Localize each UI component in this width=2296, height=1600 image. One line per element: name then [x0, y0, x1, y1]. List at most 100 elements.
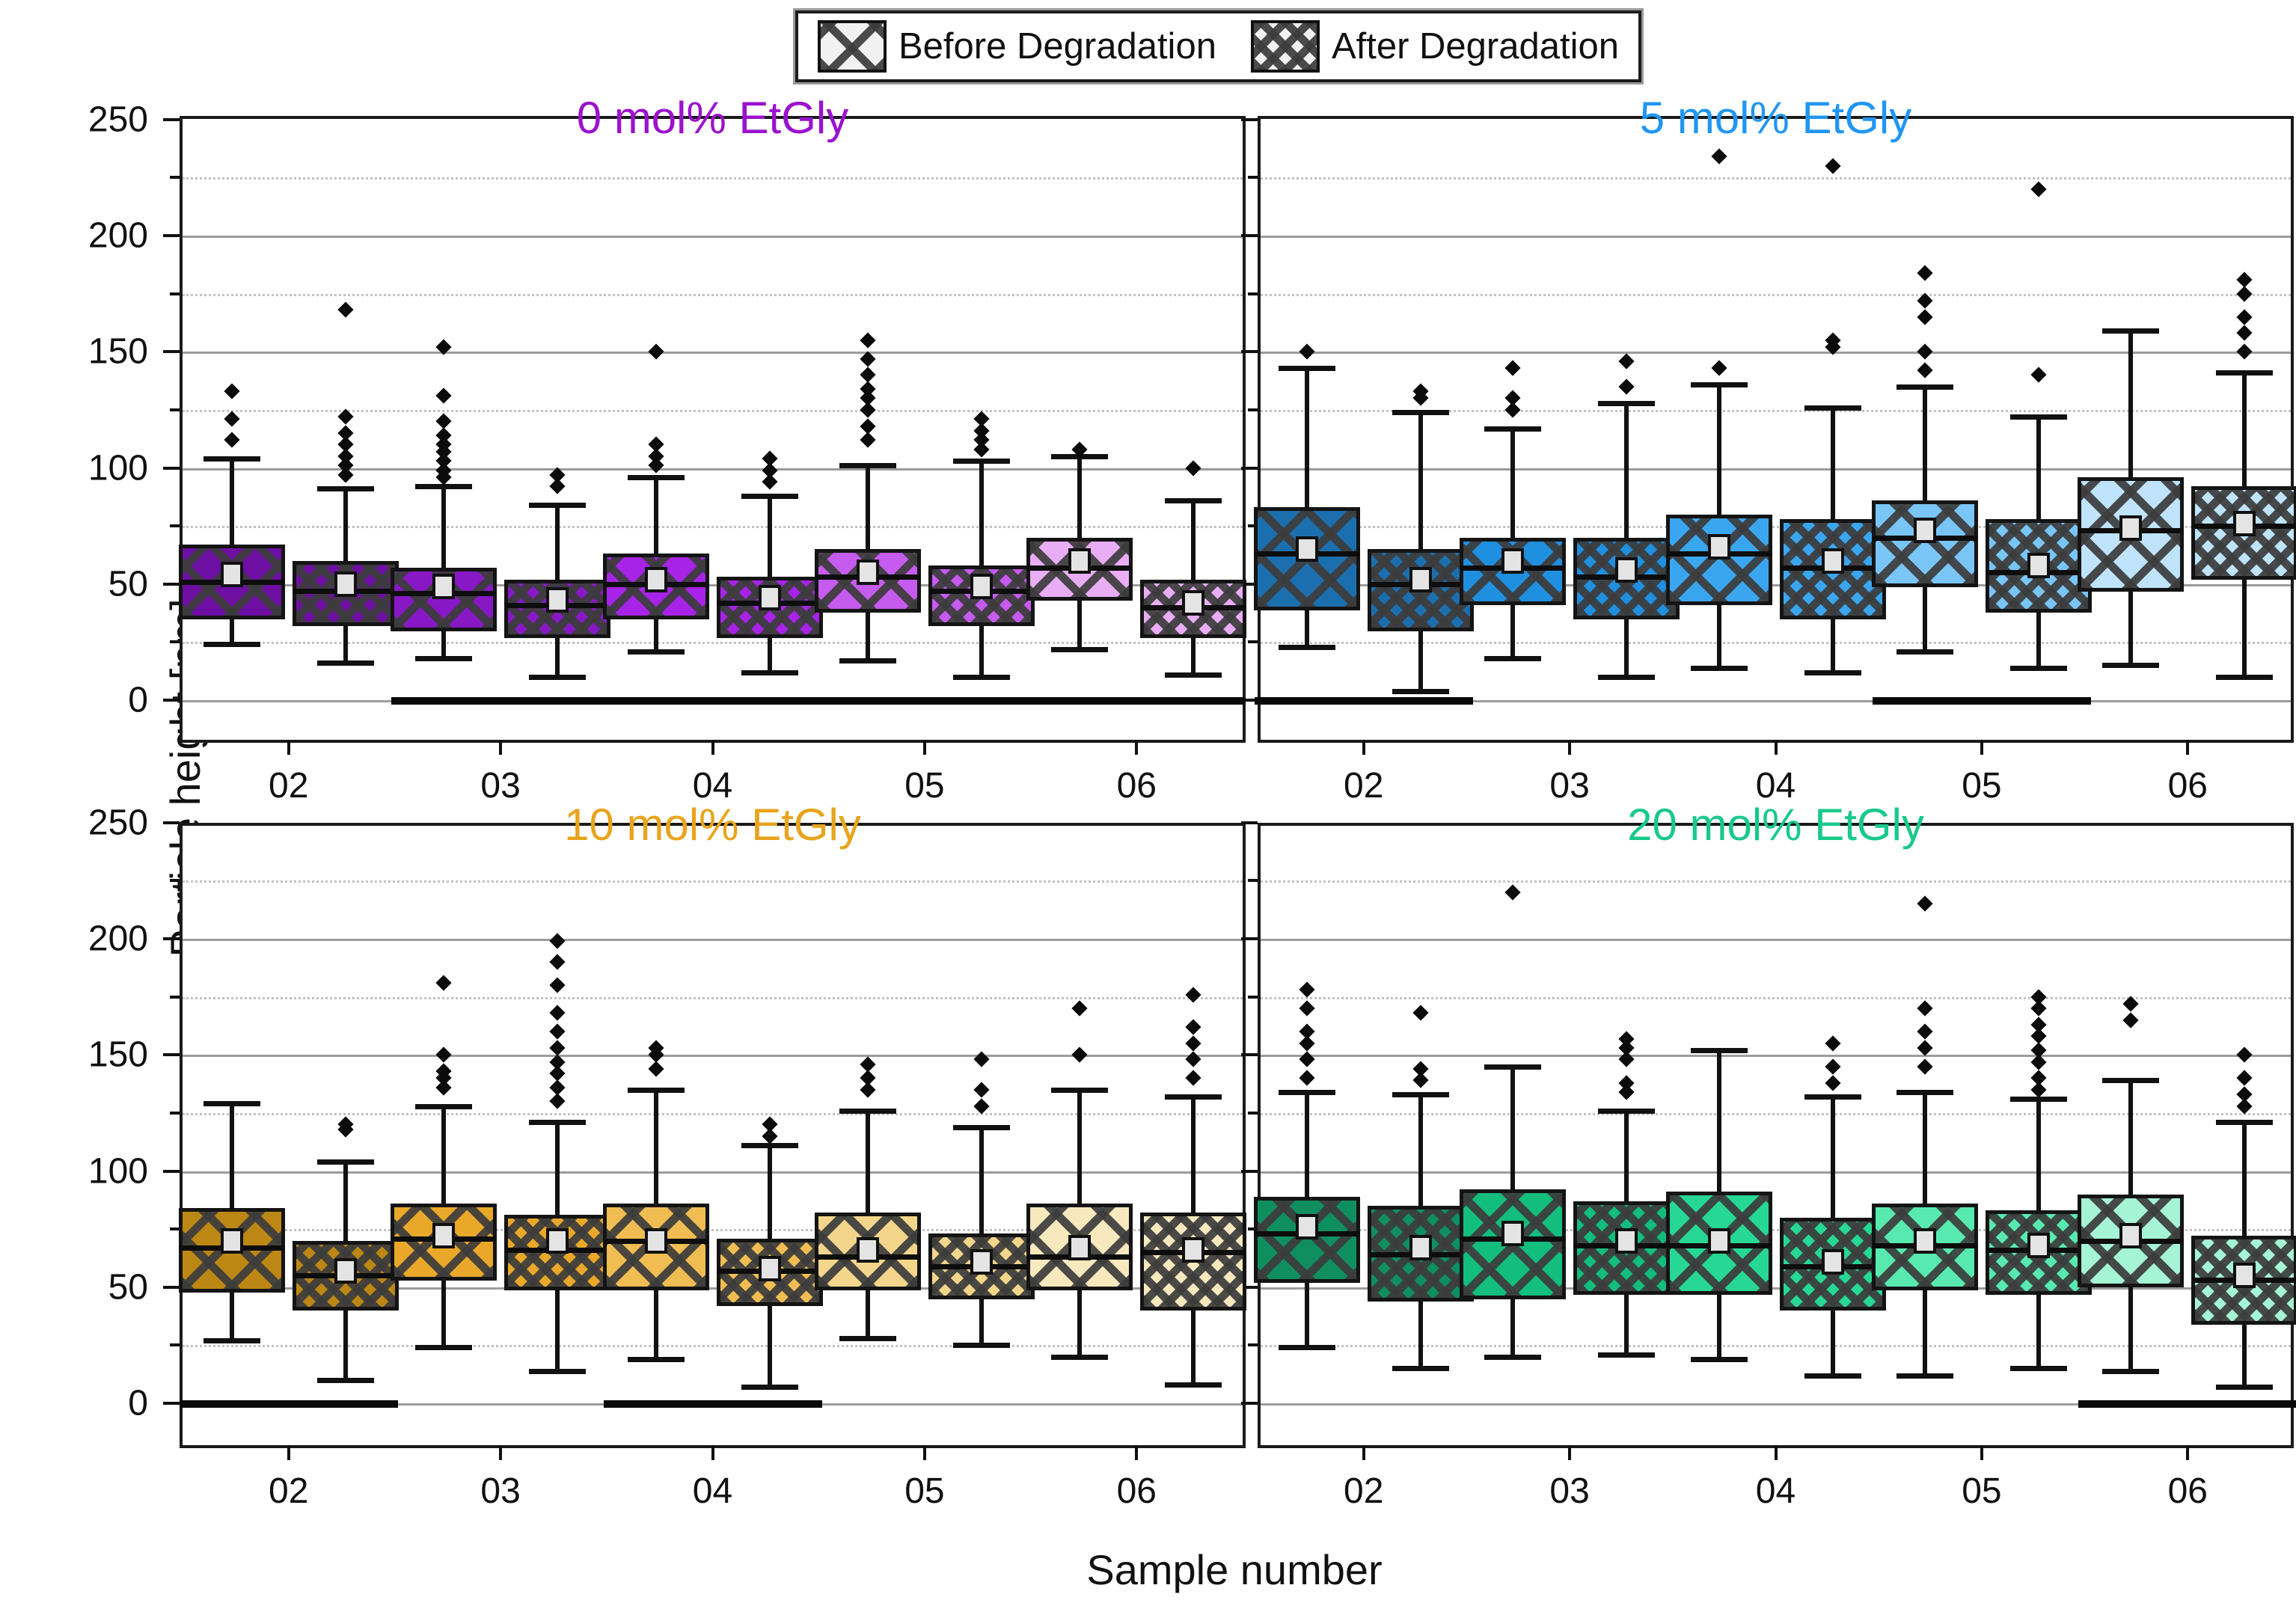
box-02-before-outlier-point [1299, 1023, 1315, 1040]
box-06-after-outlier-point [1185, 986, 1201, 1003]
box-05-before-outlier-point [1917, 1040, 1933, 1056]
box-05-before-whisker-cap [1896, 649, 1953, 655]
gridline-major [1261, 1171, 2291, 1174]
box-04-before-whisker-cap [1690, 381, 1748, 387]
box-06-before-whisker-cap [2102, 328, 2160, 334]
y-tick-minor [170, 995, 180, 999]
box-03-before-whisker-cap [415, 1345, 473, 1351]
box-06-after-outlier-point [2236, 286, 2253, 302]
box-02-before-whisker-cap [1278, 365, 1335, 371]
box-02-before-whisker-cap [1278, 1345, 1335, 1351]
box-05-after-whisker-cap [952, 674, 1010, 680]
box-02-before-outlier-point [1299, 343, 1315, 360]
y-tick-minor [170, 1343, 180, 1347]
gridline-major [183, 939, 1243, 941]
y-tick-minor [1248, 292, 1258, 295]
box-02-before-whisker-cap [1278, 644, 1335, 650]
box-06-before-outlier-point [2122, 1012, 2139, 1029]
y-tick [1241, 117, 1258, 121]
box-04-after-whisker-cap [1804, 405, 1861, 411]
y-tick [1241, 350, 1258, 354]
box-06-before-outlier-point [1071, 1046, 1088, 1063]
gridline-major [1261, 352, 2291, 355]
box-04-after-mean-marker [1821, 1248, 1844, 1275]
legend-label-before: Before Degradation [898, 26, 1216, 67]
zero-bar [1254, 697, 1473, 705]
y-tick-minor [170, 408, 180, 411]
y-tick [1241, 821, 1258, 824]
x-tick [922, 740, 926, 755]
box-04-before-mean-marker [1707, 534, 1730, 560]
y-tick-minor [1248, 408, 1258, 411]
box-05-before-whisker-cap [839, 1108, 896, 1114]
box-02-after-whisker-cap [316, 486, 374, 492]
y-tick [163, 466, 180, 470]
box-06-after-outlier-point [2236, 343, 2253, 360]
y-tick-label: 100 [88, 448, 148, 488]
box-04-after-whisker-cap [741, 669, 798, 675]
box-06-after-outlier-point [2236, 309, 2253, 325]
box-03-after-outlier-point [549, 1079, 566, 1096]
box-03-before-outlier-point [435, 975, 452, 991]
x-tick-label: 06 [2167, 766, 2208, 806]
zero-bar [603, 1400, 822, 1408]
box-06-after-mean-marker [1182, 589, 1205, 616]
x-tick-label: 03 [1549, 766, 1590, 806]
y-tick [1241, 699, 1258, 702]
gridline-minor [183, 1229, 1243, 1232]
box-06-after-mean-marker [1182, 1237, 1205, 1263]
box-05-before-outlier-point [1917, 265, 1933, 281]
box-04-before-whisker-cap [1690, 1048, 1748, 1054]
x-tick [499, 1445, 503, 1460]
y-tick-label: 150 [88, 331, 148, 372]
box-03-before-whisker-cap [1484, 656, 1542, 662]
box-04-before-outlier-point [647, 436, 664, 453]
box-03-after-outlier-point [549, 1040, 566, 1056]
box-05-after-outlier-point [2030, 1017, 2047, 1033]
box-02-before-mean-marker [1295, 536, 1318, 563]
box-03-before-whisker-cap [415, 1103, 473, 1109]
y-tick [163, 821, 180, 824]
x-tick-label: 02 [268, 766, 309, 806]
box-03-after-outlier-point [1618, 378, 1635, 395]
y-tick-minor [170, 292, 180, 295]
box-04-after-mean-marker [758, 1255, 781, 1281]
y-tick-label: 200 [88, 919, 148, 959]
box-03-before-outlier-point [435, 413, 452, 429]
box-05-after-outlier-point [973, 1082, 990, 1098]
y-tick-label: 50 [108, 1267, 148, 1308]
y-tick [163, 1053, 180, 1057]
x-tick [2186, 740, 2190, 755]
box-05-after-mean-marker [970, 573, 993, 599]
x-tick [1362, 740, 1365, 755]
box-04-after-whisker-cap [1804, 1373, 1861, 1379]
x-tick [287, 1445, 290, 1460]
x-tick-label: 02 [268, 1471, 309, 1511]
box-02-before-whisker-cap [1278, 1089, 1335, 1095]
zero-bar [391, 697, 610, 705]
box-02-after-mean-marker [1409, 566, 1432, 592]
box-04-before-outlier-point [647, 343, 664, 360]
y-tick-minor [1248, 879, 1258, 883]
box-05-before-whisker-cap [839, 1336, 896, 1342]
box-05-after-whisker-cap [2009, 665, 2067, 671]
y-tick-label: 50 [108, 564, 148, 604]
box-04-after-whisker-cap [1804, 1094, 1861, 1100]
box-05-after-whisker-cap [952, 1124, 1010, 1130]
box-04-before-whisker-cap [1690, 1357, 1748, 1362]
box-05-after-outlier-point [2030, 989, 2047, 1005]
box-06-before-whisker-cap [1051, 1354, 1109, 1360]
gridline-minor [183, 1112, 1243, 1115]
y-tick-label: 200 [88, 215, 148, 256]
y-tick-minor [1248, 1111, 1258, 1115]
box-03-before-mean-marker [1501, 548, 1525, 574]
y-tick-minor [170, 176, 180, 180]
box-05-before-outlier-point [1917, 362, 1933, 378]
box-02-before-outlier-point [1299, 981, 1315, 998]
panel-title: 5 mol% EtGly [1639, 93, 1912, 143]
box-04-after-whisker-cap [1804, 669, 1861, 675]
zero-bar [1027, 697, 1246, 705]
y-tick-minor [1248, 995, 1258, 999]
gridline-minor [183, 642, 1243, 645]
x-tick [1568, 740, 1572, 755]
